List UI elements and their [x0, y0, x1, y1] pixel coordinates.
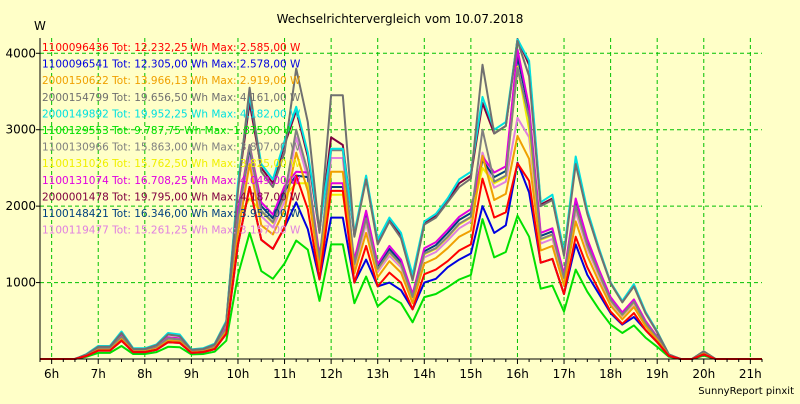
- series-line-4: [40, 40, 762, 360]
- legend-entry-4: 2000154799 Tot: 19.656,50 Wh Max: 4.161,…: [42, 92, 301, 104]
- x-tick-label: 6h: [44, 367, 59, 381]
- x-tick-label: 9h: [184, 367, 199, 381]
- x-tick-label: 15h: [459, 367, 482, 381]
- series-lines: [40, 38, 762, 360]
- footer-credit: SunnyReport pinxit: [698, 386, 794, 397]
- grid: [40, 38, 762, 359]
- x-tick-label: 19h: [646, 367, 669, 381]
- series-line-6: [40, 214, 762, 360]
- tick-labels: 6h 7h 8h 9h 10h 11h 12h 13h 14h 15h 16h 17h 18h 19h 20…: [5, 46, 761, 381]
- x-tick-label: 10h: [227, 367, 250, 381]
- legend-entry-1: 1100096436 Tot: 12.232,25 Wh Max: 2.585,…: [42, 42, 301, 54]
- x-tick-label: 7h: [91, 367, 106, 381]
- series-line-1: [40, 162, 762, 360]
- x-tick-label: 14h: [413, 367, 436, 381]
- y-axis-label: W: [34, 19, 46, 33]
- chart-title: Wechselrichtervergleich vom 10.07.2018: [277, 12, 524, 26]
- legend-entry-7: 1100130966 Tot: 15.863,00 Wh Max: 3.807,…: [42, 142, 301, 154]
- legend-entry-9: 1100131074 Tot: 16.708,25 Wh Max: 4.049,…: [42, 175, 301, 187]
- series-line-3: [40, 134, 762, 360]
- legend-entry-10: 2000001478 Tot: 19.795,00 Wh Max: 4.187,…: [42, 191, 301, 203]
- legend-entry-11: 1100148421 Tot: 16.346,00 Wh Max: 3.953,…: [42, 208, 301, 220]
- axes: [36, 38, 763, 364]
- legend: 1100096436 Tot: 12.232,25 Wh Max: 2.585,…: [42, 42, 301, 237]
- x-tick-label: 21h: [739, 367, 762, 381]
- x-tick-label: 16h: [506, 367, 529, 381]
- legend-entry-3: 2000150622 Tot: 13.966,13 Wh Max: 2.919,…: [42, 75, 301, 87]
- x-tick-label: 17h: [553, 367, 576, 381]
- y-tick-label: 2000: [5, 199, 36, 213]
- legend-entry-2: 1100096541 Tot: 12.305,00 Wh Max: 2.578,…: [42, 59, 301, 71]
- legend-entry-8: 1100131026 Tot: 15.762,50 Wh Max: 3.825,…: [42, 158, 301, 170]
- y-tick-label: 3000: [5, 123, 36, 137]
- x-tick-label: 18h: [599, 367, 622, 381]
- x-tick-label: 12h: [320, 367, 343, 381]
- legend-entry-5: 2000149892 Tot: 19.952,25 Wh Max: 4.182,…: [42, 108, 301, 120]
- x-tick-label: 8h: [137, 367, 152, 381]
- x-tick-label: 13h: [366, 367, 389, 381]
- series-line-7: [40, 67, 762, 360]
- y-tick-label: 1000: [5, 276, 36, 290]
- legend-entry-12: 1100119477 Tot: 15.261,25 Wh Max: 3.157,…: [42, 225, 301, 237]
- legend-entry-6: 1100129553 Tot: 9.787,75 Wh Max: 1.875,0…: [42, 125, 294, 137]
- x-tick-label: 20h: [692, 367, 715, 381]
- y-tick-label: 4000: [5, 46, 36, 60]
- x-tick-label: 11h: [273, 367, 296, 381]
